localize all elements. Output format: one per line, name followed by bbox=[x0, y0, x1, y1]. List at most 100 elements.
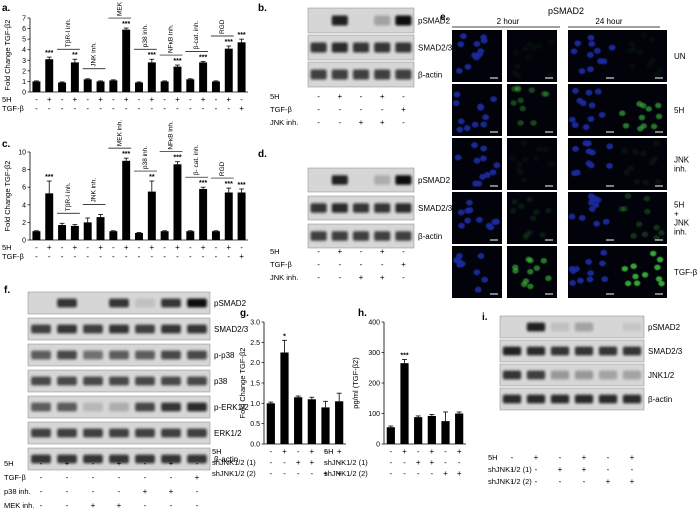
condition-sign: + bbox=[98, 243, 103, 252]
band bbox=[57, 376, 77, 386]
bar bbox=[224, 48, 233, 92]
dapi-image bbox=[568, 30, 618, 82]
nucleus bbox=[599, 260, 606, 267]
condition-sign: - bbox=[389, 447, 392, 456]
condition-sign: - bbox=[138, 243, 141, 252]
condition-sign: - bbox=[215, 243, 218, 252]
condition-sign: - bbox=[338, 118, 341, 127]
condition-sign: - bbox=[310, 469, 313, 478]
nucleus bbox=[526, 229, 534, 236]
nucleus bbox=[624, 280, 632, 287]
condition-sign: - bbox=[324, 447, 327, 456]
nucleus bbox=[466, 199, 473, 206]
group-label: β-cat. inh. bbox=[193, 20, 200, 49]
band bbox=[161, 454, 181, 464]
nucleus bbox=[571, 122, 579, 129]
nucleus bbox=[632, 148, 639, 155]
group-label: RGD bbox=[219, 161, 226, 176]
condition-sign: - bbox=[61, 104, 64, 113]
condition-sign: - bbox=[417, 447, 420, 456]
nucleus bbox=[653, 224, 660, 231]
nucleus bbox=[630, 233, 637, 239]
condition-label: 5H bbox=[270, 92, 280, 101]
bar bbox=[122, 160, 131, 240]
condition-sign: - bbox=[118, 487, 121, 496]
bar bbox=[173, 164, 182, 240]
band bbox=[31, 428, 51, 438]
condition-sign: + bbox=[226, 243, 231, 252]
condition-sign: + bbox=[73, 243, 78, 252]
condition-sign: + bbox=[359, 118, 364, 127]
condition-sign: - bbox=[269, 447, 272, 456]
bar bbox=[414, 417, 423, 444]
condition-sign: + bbox=[429, 458, 434, 467]
band bbox=[161, 402, 181, 412]
nucleus bbox=[511, 70, 518, 76]
nucleus bbox=[475, 216, 483, 223]
nucleus bbox=[517, 170, 524, 176]
y-tick-label: 1.0 bbox=[250, 401, 260, 408]
condition-sign: - bbox=[631, 465, 634, 474]
condition-sign: - bbox=[170, 473, 173, 482]
nucleus bbox=[654, 264, 661, 271]
nucleus bbox=[643, 195, 651, 202]
band bbox=[109, 402, 129, 412]
nucleus bbox=[655, 102, 662, 109]
condition-sign: - bbox=[92, 459, 95, 468]
nucleus bbox=[601, 276, 609, 283]
nucleus bbox=[640, 150, 647, 157]
band bbox=[310, 203, 327, 213]
condition-sign: + bbox=[337, 92, 342, 101]
band bbox=[622, 322, 642, 332]
condition-sign: + bbox=[201, 243, 206, 252]
dapi-image bbox=[452, 30, 502, 82]
condition-label: 5H bbox=[212, 447, 222, 456]
nucleus bbox=[651, 156, 658, 163]
significance-mark: *** bbox=[148, 52, 156, 59]
y-tick-label: 5 bbox=[22, 37, 26, 44]
nucleus bbox=[526, 40, 533, 47]
dapi-image bbox=[568, 84, 618, 136]
condition-sign: - bbox=[403, 469, 406, 478]
bar bbox=[70, 225, 79, 240]
nucleus bbox=[489, 169, 497, 176]
band bbox=[331, 69, 348, 80]
condition-sign: - bbox=[360, 247, 363, 256]
condition-label: shJNK1/2 (2) bbox=[324, 469, 368, 478]
nucleus bbox=[624, 193, 632, 199]
significance-mark: *** bbox=[45, 174, 53, 181]
condition-sign: + bbox=[380, 247, 385, 256]
group-label: JNK inh. bbox=[91, 178, 98, 203]
band bbox=[161, 428, 181, 438]
bar bbox=[83, 222, 92, 240]
condition-sign: - bbox=[112, 252, 115, 261]
band bbox=[526, 322, 546, 332]
nucleus bbox=[466, 207, 474, 214]
condition-sign: - bbox=[215, 252, 218, 261]
condition-sign: - bbox=[402, 118, 405, 127]
condition-sign: - bbox=[317, 92, 320, 101]
group-label: RGD bbox=[219, 19, 226, 34]
significance-mark: ** bbox=[72, 52, 78, 59]
bar bbox=[294, 397, 303, 444]
significance-mark: *** bbox=[199, 180, 207, 187]
band bbox=[374, 203, 391, 213]
nucleus bbox=[646, 62, 654, 68]
band bbox=[526, 370, 546, 380]
band bbox=[187, 402, 207, 412]
condition-sign: + bbox=[169, 487, 174, 496]
condition-label: JNK inh. bbox=[270, 118, 298, 127]
band bbox=[187, 324, 207, 334]
dapi-image bbox=[568, 192, 618, 244]
psmad2-image bbox=[617, 84, 667, 136]
band-label: SMAD2/3 bbox=[418, 44, 453, 53]
band-label: SMAD2/3 bbox=[418, 204, 453, 213]
y-tick-label: 300 bbox=[368, 350, 380, 357]
row-label: 5H bbox=[674, 106, 684, 115]
condition-sign: - bbox=[360, 260, 363, 269]
condition-sign: - bbox=[196, 501, 199, 510]
bar bbox=[32, 231, 41, 240]
condition-sign: - bbox=[189, 104, 192, 113]
condition-label: shJNK1/2 (1) bbox=[488, 465, 532, 474]
nucleus bbox=[572, 145, 579, 152]
